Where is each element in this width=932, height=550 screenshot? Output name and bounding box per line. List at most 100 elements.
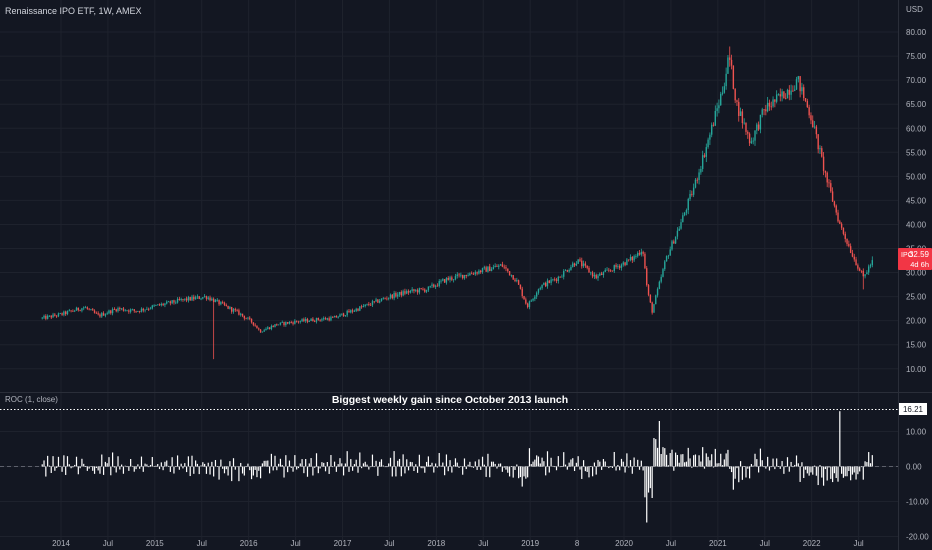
candle-body bbox=[75, 307, 78, 311]
candle-body bbox=[169, 301, 172, 304]
currency-label: USD bbox=[906, 5, 923, 14]
candle-body bbox=[207, 297, 209, 299]
candle-body bbox=[743, 122, 745, 124]
roc-bar bbox=[759, 448, 762, 467]
roc-bar bbox=[234, 466, 236, 470]
candle-body bbox=[848, 243, 850, 247]
candle-body bbox=[582, 263, 585, 267]
roc-bar bbox=[189, 466, 191, 477]
roc-bar bbox=[270, 453, 272, 467]
roc-bar bbox=[694, 454, 697, 467]
candle-body bbox=[577, 259, 579, 264]
candle-body bbox=[377, 299, 379, 303]
roc-bar bbox=[110, 466, 112, 476]
roc-bar bbox=[324, 466, 327, 472]
x-tick-label: Jul bbox=[290, 539, 300, 548]
roc-bar bbox=[63, 455, 65, 467]
candle-body bbox=[689, 193, 691, 199]
candle-body bbox=[252, 322, 255, 325]
roc-bar bbox=[631, 466, 633, 474]
roc-bar bbox=[474, 461, 476, 467]
candle-body bbox=[552, 279, 554, 281]
candle-body bbox=[348, 310, 350, 313]
candle-body bbox=[404, 291, 406, 294]
roc-bar bbox=[655, 439, 657, 467]
roc-bar bbox=[642, 466, 644, 471]
candle-body bbox=[846, 238, 848, 244]
candle-body bbox=[609, 270, 612, 272]
candle-body bbox=[514, 279, 516, 281]
candle-body bbox=[534, 296, 536, 299]
roc-bar bbox=[328, 466, 330, 474]
y-tick-label: 70.00 bbox=[906, 76, 927, 85]
candle-body bbox=[106, 313, 108, 315]
roc-bar bbox=[797, 463, 799, 467]
candle-body bbox=[862, 270, 864, 277]
roc-bar bbox=[748, 466, 751, 479]
candle-body bbox=[494, 265, 496, 268]
candle-body bbox=[692, 187, 695, 195]
roc-bar bbox=[743, 466, 745, 467]
candle-body bbox=[501, 264, 504, 267]
candle-body bbox=[602, 271, 605, 276]
candle-body bbox=[539, 288, 541, 290]
candle-body bbox=[490, 269, 493, 272]
roc-bar bbox=[456, 462, 458, 467]
roc-bar bbox=[532, 461, 534, 467]
candle-body bbox=[221, 302, 224, 303]
roc-bar bbox=[436, 466, 439, 468]
roc-bar bbox=[272, 466, 274, 471]
roc-bar bbox=[770, 466, 772, 468]
roc-bar bbox=[90, 466, 92, 467]
candle-body bbox=[644, 253, 646, 269]
candle-body bbox=[429, 285, 431, 287]
candle-body bbox=[238, 310, 240, 315]
x-tick-label: Jul bbox=[478, 539, 488, 548]
candle-body bbox=[822, 156, 825, 171]
roc-bar bbox=[429, 465, 431, 467]
roc-bar bbox=[682, 454, 684, 467]
candle-body bbox=[683, 212, 686, 216]
roc-bar bbox=[662, 447, 664, 467]
candle-body bbox=[196, 296, 199, 298]
roc-bar bbox=[528, 448, 531, 467]
roc-bar bbox=[586, 466, 588, 472]
candle-body bbox=[716, 108, 718, 111]
candle-body bbox=[368, 303, 370, 305]
roc-bar bbox=[503, 466, 505, 468]
roc-bar bbox=[855, 466, 857, 480]
roc-bar bbox=[319, 466, 321, 469]
roc-bar bbox=[335, 466, 337, 472]
roc-bar bbox=[489, 466, 491, 478]
candle-body bbox=[867, 266, 870, 273]
candle-body bbox=[640, 251, 643, 255]
candle-body bbox=[317, 317, 320, 320]
candle-body bbox=[727, 57, 729, 74]
candle-body bbox=[319, 319, 321, 321]
roc-bar bbox=[610, 466, 612, 468]
roc-bar bbox=[611, 466, 614, 468]
roc-bar bbox=[95, 466, 97, 468]
roc-bar bbox=[669, 453, 671, 467]
roc-bar bbox=[191, 455, 193, 467]
candle-body bbox=[734, 88, 736, 101]
roc-bar bbox=[841, 466, 843, 474]
candle-body bbox=[701, 155, 704, 169]
candle-body bbox=[265, 328, 267, 331]
candle-body bbox=[59, 313, 61, 315]
price-badge-ticker: IPO bbox=[901, 252, 914, 259]
roc-bar bbox=[263, 460, 265, 467]
roc-bar bbox=[501, 466, 503, 472]
roc-bar bbox=[296, 466, 298, 470]
roc-bar bbox=[128, 466, 130, 471]
candle-body bbox=[461, 274, 464, 279]
candle-body bbox=[649, 294, 652, 303]
roc-bar bbox=[826, 466, 828, 481]
roc-bar bbox=[716, 463, 718, 467]
roc-bar bbox=[368, 466, 370, 470]
candle-body bbox=[745, 122, 747, 132]
roc-bar bbox=[599, 461, 601, 467]
candle-body bbox=[537, 289, 540, 293]
candle-body bbox=[64, 311, 67, 315]
roc-bar bbox=[370, 466, 372, 468]
